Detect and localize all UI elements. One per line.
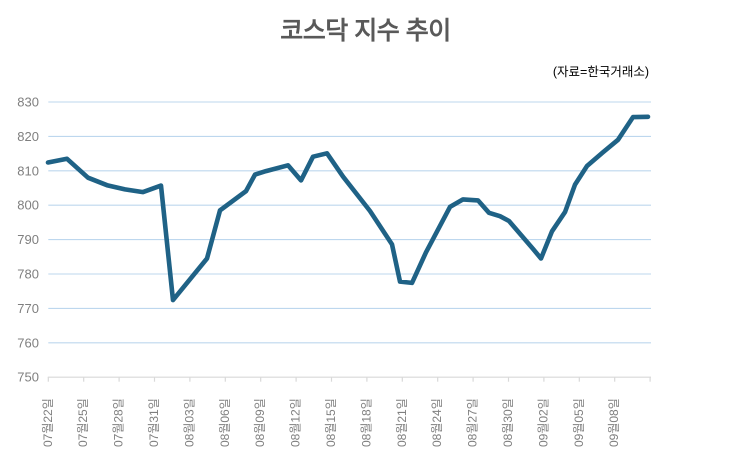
y-tick-label: 780 — [17, 267, 39, 282]
x-tick-label: 08월24일 — [430, 398, 444, 447]
x-tick-label: 08월30일 — [501, 398, 515, 447]
x-tick-label: 08월12일 — [289, 398, 303, 447]
x-tick-label: 07월31일 — [147, 398, 161, 447]
x-tick-label: 08월03일 — [182, 398, 196, 447]
x-tick-label: 09월02일 — [536, 398, 550, 447]
x-tick-label: 08월09일 — [253, 398, 267, 447]
index-line — [45, 114, 651, 303]
x-tick-label: 09월05일 — [572, 398, 586, 447]
x-tick-label: 08월21일 — [395, 398, 409, 447]
source-note: (자료=한국거래소) — [552, 65, 649, 79]
y-axis-labels: 750 760 770 780 790 800 810 820 830 — [17, 95, 39, 385]
y-tick-label: 790 — [17, 232, 39, 247]
x-tick-label: 08월15일 — [324, 398, 338, 447]
y-tick-label: 820 — [17, 129, 39, 144]
x-tick-label: 09월08일 — [607, 398, 621, 447]
x-tick-label: 08월18일 — [359, 398, 373, 447]
y-tick-label: 830 — [17, 95, 39, 110]
x-tick-label: 08월27일 — [466, 398, 480, 447]
y-tick-label: 810 — [17, 163, 39, 178]
x-axis-labels: 07월22일 07월25일 07월28일 07월31일 08월03일 08월06일 08월0… — [41, 398, 621, 447]
chart-title: 코스닥 지수 추이 — [280, 17, 451, 45]
y-tick-label: 760 — [17, 335, 39, 350]
x-tick-label: 07월25일 — [76, 398, 90, 447]
y-tick-label: 750 — [17, 370, 39, 385]
x-axis — [47, 376, 651, 382]
y-tick-label: 800 — [17, 198, 39, 213]
y-tick-label: 770 — [17, 301, 39, 316]
x-tick-label: 07월22일 — [41, 398, 55, 447]
x-tick-label: 08월06일 — [218, 398, 232, 447]
x-tick-label: 07월28일 — [112, 398, 126, 447]
